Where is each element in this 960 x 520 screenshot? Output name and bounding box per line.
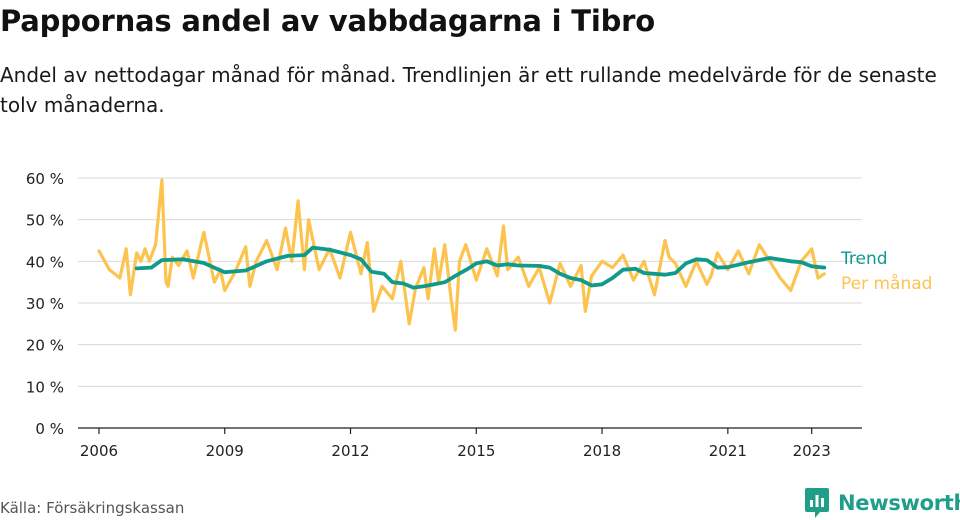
legend-label-trend: Trend <box>840 249 888 269</box>
x-tick-label: 2021 <box>709 442 747 460</box>
x-tick-label: 2018 <box>583 442 621 460</box>
chart-title: Pappornas andel av vabbdagarna i Tibro <box>0 4 656 38</box>
bar-chart-speech-bubble-icon <box>805 488 829 518</box>
series-line-trend <box>134 245 827 290</box>
brand-logo: Newsworthy <box>804 486 960 520</box>
y-tick-label: 60 % <box>26 170 64 188</box>
y-tick-label: 0 % <box>35 420 64 438</box>
legend-label-per-manad: Per månad <box>841 273 932 294</box>
y-tick-label: 20 % <box>26 337 64 355</box>
x-axis: 2006 2009 2012 2015 2018 2021 2023 <box>78 427 862 460</box>
x-tick-label: 2006 <box>80 442 118 460</box>
series-lines <box>97 178 827 332</box>
legend: Trend Per månad <box>840 249 932 294</box>
y-tick-label: 40 % <box>26 253 64 271</box>
source-note: Källa: Försäkringskassan <box>0 499 185 517</box>
x-tick-label: 2012 <box>331 442 369 460</box>
y-tick-label: 10 % <box>26 378 64 396</box>
y-axis-tick-labels: 0 % 10 % 20 % 30 % 40 % 50 % 60 % <box>26 170 64 438</box>
y-tick-label: 30 % <box>26 295 64 313</box>
gridlines <box>78 177 862 387</box>
series-line-per-manad <box>97 178 826 332</box>
x-tick-label: 2023 <box>793 442 831 460</box>
x-tick-label: 2015 <box>457 442 495 460</box>
brand-name: Newsworthy <box>838 491 960 515</box>
x-tick-label: 2009 <box>206 442 244 460</box>
chart-subtitle: Andel av nettodagar månad för månad. Tre… <box>0 63 937 117</box>
y-tick-label: 50 % <box>26 212 64 230</box>
